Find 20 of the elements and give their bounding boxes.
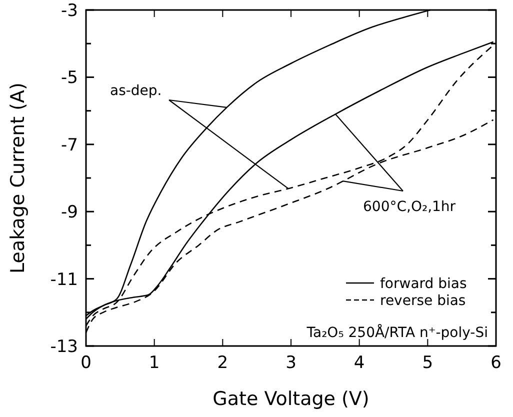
legend-label: forward bias [380, 276, 467, 292]
x-tick-label: 5 [422, 353, 434, 373]
legend-label: reverse bias [380, 292, 466, 309]
y-tick-label: -5 [61, 68, 78, 88]
x-tick-label: 3 [286, 353, 296, 373]
x-tick-label: 4 [354, 353, 365, 373]
annotation: as-dep. [110, 83, 162, 99]
x-tick-label: 0 [80, 353, 92, 373]
x-tick-label: 1 [148, 353, 160, 373]
y-tick-label: -7 [61, 135, 78, 156]
annotation: 600°C,O₂,1hr [363, 199, 456, 215]
y-tick-label: -11 [50, 270, 78, 290]
y-axis-title: Leakage Current (A) [7, 82, 29, 274]
annotation: Ta₂O₅ 250Å/RTA n⁺-poly-Si [306, 324, 488, 341]
x-axis-title: Gate Voltage (V) [212, 388, 370, 410]
y-tick-label: -9 [61, 202, 78, 223]
x-tick-label: 6 [490, 353, 502, 373]
x-tick-label: 2 [217, 353, 228, 373]
y-tick-label: -3 [61, 0, 78, 21]
y-tick-label: -13 [50, 336, 78, 357]
